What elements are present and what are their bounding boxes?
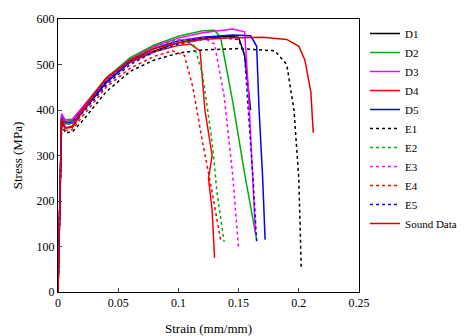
svg-text:D4: D4 (405, 85, 419, 97)
svg-text:0: 0 (49, 285, 55, 299)
svg-text:E3: E3 (405, 161, 418, 173)
svg-text:500: 500 (37, 58, 55, 72)
svg-text:E5: E5 (405, 199, 418, 211)
svg-text:D5: D5 (405, 104, 419, 116)
svg-text:600: 600 (37, 12, 55, 26)
svg-text:300: 300 (37, 149, 55, 163)
svg-text:0.05: 0.05 (108, 296, 129, 310)
svg-text:Sound Data: Sound Data (405, 218, 457, 230)
svg-text:100: 100 (37, 240, 55, 254)
svg-text:E2: E2 (405, 142, 417, 154)
svg-text:Stress (MPa): Stress (MPa) (10, 122, 25, 190)
svg-text:Strain (mm/mm): Strain (mm/mm) (165, 321, 252, 336)
svg-text:D2: D2 (405, 47, 418, 59)
svg-text:0.25: 0.25 (349, 296, 370, 310)
svg-text:0: 0 (55, 296, 61, 310)
svg-text:200: 200 (37, 194, 55, 208)
svg-text:0.1: 0.1 (171, 296, 186, 310)
svg-text:D1: D1 (405, 28, 418, 40)
svg-text:D3: D3 (405, 66, 419, 78)
svg-text:E1: E1 (405, 123, 417, 135)
svg-text:400: 400 (37, 103, 55, 117)
svg-text:0.15: 0.15 (228, 296, 249, 310)
svg-text:0.2: 0.2 (291, 296, 306, 310)
svg-text:E4: E4 (405, 180, 418, 192)
